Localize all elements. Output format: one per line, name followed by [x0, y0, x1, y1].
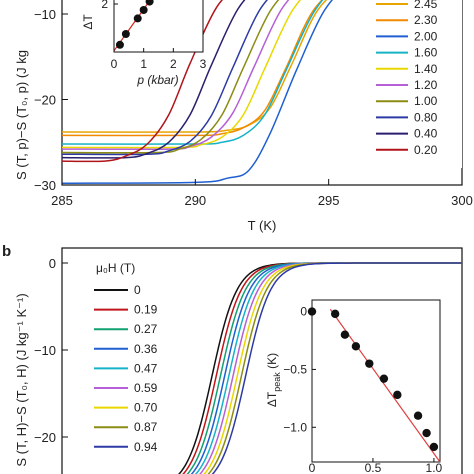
panel-a-series-1.60 [61, 0, 324, 145]
panel-a-series-0.20 [61, 0, 224, 163]
panel-b-legend-label: 0.70 [134, 401, 158, 415]
panel-b-inset-ylabel-main: ΔT [265, 391, 279, 407]
panel-b-inset-ytick-label: −1.0 [283, 420, 307, 434]
panel-a-legend-label: 0.20 [414, 143, 438, 157]
panel-b-inset: 0 −0.5 −1.0 0 0.5 1.0 ΔTpeak (K) [265, 299, 443, 474]
panel-b: 0−10−20 S (T, H)−S (T₀, H) (J kg⁻¹ K⁻¹) … [14, 247, 463, 474]
panel-b-inset-point [429, 442, 439, 452]
panel-b-inset-ytick-label: 0 [300, 305, 307, 319]
panel-a-xlabel: T (K) [248, 218, 277, 233]
panel-a-xtick-label: 285 [51, 193, 73, 208]
panel-b-legend-label: 0.36 [134, 342, 158, 356]
panel-b-legend-label: 0 [134, 283, 141, 297]
panel-a-inset-xtick-label: 3 [200, 57, 207, 71]
panel-b-legend-label: 0.27 [134, 322, 158, 336]
panel-a-legend-label: 1.20 [414, 78, 438, 92]
panel-a-series-0.80 [61, 0, 268, 156]
panel-b-inset-ytick-label: −0.5 [283, 362, 307, 376]
panel-a-inset-ytick-label: 2 [101, 0, 108, 11]
panel-a-inset-xtick-label: 2 [170, 57, 177, 71]
panel-a-series-1.00 [61, 0, 280, 154]
panel-a-inset-point [139, 6, 148, 14]
panel-b-legend-label: 0.47 [134, 361, 158, 375]
panel-b-inset-point [413, 411, 423, 420]
panel-b-ylabel: S (T, H)−S (T₀, H) (J kg⁻¹ K⁻¹) [14, 293, 29, 466]
panel-a-inset: 0 1 2 3 2 p (kbar) ΔT [81, 0, 207, 87]
panel-a-series-1.20 [61, 0, 290, 151]
panel-b-legend-label: 0.19 [134, 303, 158, 317]
panel-b-inset-point [330, 309, 340, 319]
panel-b-ytick-label: −20 [34, 430, 56, 445]
panel-a-series-0.40 [61, 0, 246, 159]
panel-a-inset-point [121, 30, 130, 38]
panel-a-inset-frame [113, 0, 204, 53]
panel-a-legend-label: 1.40 [414, 62, 438, 76]
panel-a-legend-label: 1.60 [414, 46, 438, 60]
panel-b-inset-xtick-label: 1.0 [426, 461, 443, 474]
panel-b-inset-point [340, 330, 350, 339]
panel-a-ytick-label: −10 [34, 7, 56, 22]
panel-a-inset-point [115, 40, 124, 49]
panel-b-legend-title: μ₀H (T) [96, 261, 135, 275]
panel-a-inset-xlabel: p (kbar) [136, 73, 178, 87]
panel-b-inset-xtick-label: 0.5 [365, 461, 382, 474]
panel-a-xtick-label: 300 [451, 193, 473, 208]
panel-a-legend-label: 1.00 [414, 94, 438, 108]
panel-a-inset-xtick-label: 1 [140, 57, 147, 71]
panel-a-inset-xtick-label: 0 [111, 57, 118, 71]
panel-b-inset-point [393, 390, 402, 400]
panel-b-inset-ylabel: ΔTpeak (K) [265, 353, 282, 407]
panel-a-ytick-label: −30 [34, 178, 56, 193]
panel-b-ytick-label: −10 [34, 343, 56, 358]
panel-b-inset-ylabel-sub: peak [272, 372, 282, 392]
panel-a-xtick-label: 295 [318, 193, 340, 208]
panel-b-ytick-label: 0 [49, 256, 56, 271]
panel-a-inset-point [145, 0, 154, 6]
panel-b-legend-label: 0.59 [134, 381, 158, 395]
panel-a-xtick-label: 290 [184, 193, 206, 208]
panel-b-inset-xtick-label: 0 [309, 461, 316, 474]
panel-b-plot-frame [61, 247, 463, 474]
panel-b-inset-point [351, 342, 361, 351]
panel-a-legend-label: 0.80 [414, 110, 438, 124]
panel-a: 285 290 295 300 −10 −20 −30 S (T, p)−S (T₀, p)… [14, 0, 473, 233]
panel-a-legend-label: 0.40 [414, 127, 438, 141]
panel-b-inset-ylabel-unit: (K) [265, 353, 279, 372]
panel-b-series-0.94 [211, 262, 462, 474]
panel-a-inset-ylabel: ΔT [81, 14, 95, 30]
panel-a-legend-label: 2.45 [414, 0, 438, 11]
panel-b-legend-label: 0.87 [134, 420, 158, 434]
panel-b-letter: b [2, 243, 11, 260]
panel-b-legend-label: 0.94 [134, 440, 158, 454]
panel-a-series-2.00 [61, 0, 333, 185]
panel-a-legend-label: 2.30 [414, 13, 438, 27]
panel-a-ylabel: S (T, p)−S (T₀, p) (J kg [14, 50, 29, 180]
panel-b-inset-point [365, 359, 374, 368]
panel-a-legend-label: 2.00 [414, 29, 438, 43]
panel-a-series-2.30 [61, 0, 324, 137]
panel-b-inset-frame [311, 299, 441, 463]
panel-b-inset-point [379, 374, 389, 383]
panel-a-ytick-label: −20 [34, 93, 56, 108]
panel-a-inset-point [133, 14, 142, 23]
panel-b-inset-point [422, 428, 431, 438]
